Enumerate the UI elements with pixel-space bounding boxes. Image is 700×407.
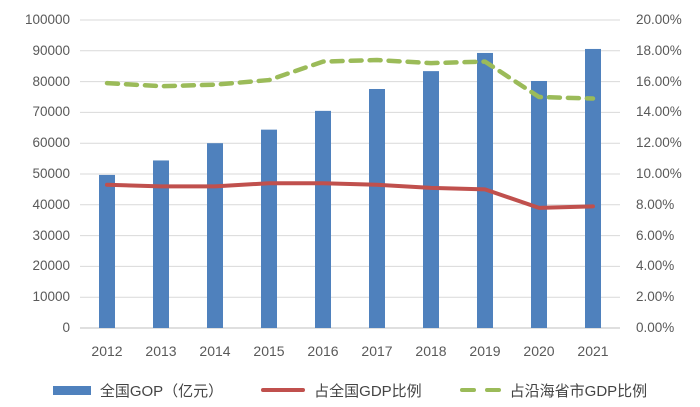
left-axis-tick: 60000 (32, 135, 70, 151)
right-axis-tick: 12.00% (636, 135, 682, 151)
left-axis-tick: 30000 (32, 227, 70, 243)
x-axis-label-2013: 2013 (145, 343, 177, 359)
legend-label: 占全国GDP比例 (314, 382, 422, 400)
bar-2012 (99, 174, 115, 328)
bar-2015 (261, 129, 277, 328)
solid-line-series (105, 181, 595, 210)
left-axis-tick: 100000 (24, 12, 70, 27)
right-axis-tick: 10.00% (636, 166, 682, 181)
bar-2017 (369, 88, 385, 328)
legend-item-bar-series: 全国GOP（亿元） (52, 380, 224, 401)
solid-line-swatch-icon (261, 388, 306, 392)
bar-2014 (207, 143, 223, 328)
right-axis-tick: 6.00% (636, 227, 675, 243)
bar-series-swatch-icon (52, 385, 91, 395)
right-axis-tick: 4.00% (636, 258, 675, 274)
bar-2018 (423, 71, 439, 329)
x-axis-label-2019: 2019 (469, 343, 501, 359)
right-axis-tick: 2.00% (636, 289, 675, 305)
left-axis-tick: 50000 (32, 166, 70, 181)
dashed-line-series (104, 57, 596, 101)
x-axis-label-2020: 2020 (523, 343, 555, 359)
left-axis-tick: 40000 (32, 196, 70, 212)
left-axis-tick: 10000 (32, 289, 70, 305)
left-axis-tick: 70000 (32, 104, 70, 120)
x-axis-label-2016: 2016 (307, 343, 339, 359)
x-axis-label-2012: 2012 (91, 343, 123, 359)
left-axis-tick: 80000 (32, 73, 70, 89)
x-axis-label-2021: 2021 (577, 343, 609, 359)
right-axis-tick: 20.00% (636, 12, 682, 27)
left-axis-tick: 0 (62, 320, 70, 335)
left-axis-tick: 90000 (32, 42, 70, 58)
bar-2021 (585, 48, 601, 329)
x-axis-label-2014: 2014 (199, 343, 231, 359)
right-axis-tick: 14.00% (636, 104, 682, 120)
legend-label: 全国GOP（亿元） (99, 382, 224, 400)
bar-2016 (315, 110, 331, 328)
x-axis-label-2018: 2018 (415, 343, 447, 359)
right-axis-tick: 18.00% (636, 42, 682, 58)
x-axis-label-2017: 2017 (361, 343, 393, 359)
legend: 全国GOP（亿元） 占全国GDP比例 占沿海省市GDP比例 (0, 378, 700, 402)
legend-item-solid-line-series: 占全国GDP比例 (261, 380, 422, 401)
x-axis-label-2015: 2015 (253, 343, 285, 359)
right-axis-tick: 16.00% (636, 73, 682, 89)
legend-label: 占沿海省市GDP比例 (509, 382, 648, 400)
dashed-line-swatch-icon (459, 387, 501, 393)
legend-item-dashed-line-series: 占沿海省市GDP比例 (459, 380, 648, 401)
right-axis-tick: 0.00% (636, 320, 675, 335)
left-axis-tick: 20000 (32, 258, 70, 274)
bar-2013 (153, 160, 169, 328)
bar-2020 (531, 80, 547, 328)
right-axis-tick: 8.00% (636, 196, 675, 212)
